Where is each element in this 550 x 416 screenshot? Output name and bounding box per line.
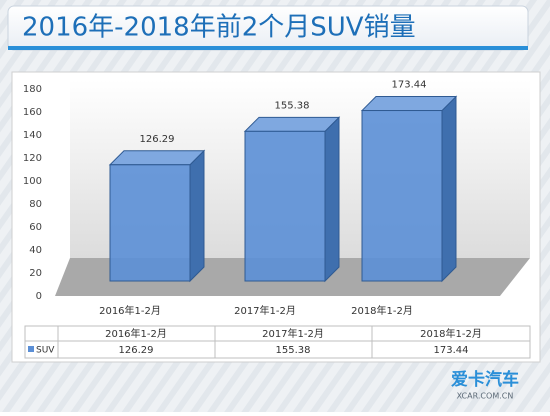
watermark-site: XCAR.COM.CN <box>457 392 514 401</box>
bar-top <box>243 116 341 132</box>
data-label: 173.44 <box>392 80 427 91</box>
data-table <box>24 325 531 359</box>
bar-top <box>108 150 206 166</box>
bar-side <box>441 95 457 283</box>
title-underline <box>8 46 528 50</box>
legend-swatch <box>28 346 34 352</box>
y-tick-label: 100 <box>23 176 42 187</box>
table-value: 173.44 <box>434 345 469 356</box>
y-tick-label: 160 <box>23 107 42 118</box>
table-value: 155.38 <box>276 345 311 356</box>
x-tick-label: 2017年1-2月 <box>234 304 296 317</box>
y-tick-label: 60 <box>29 222 42 233</box>
data-label: 155.38 <box>275 100 310 111</box>
y-tick-label: 80 <box>29 199 42 210</box>
plot: 0 20 40 60 80 100 120 140 160 180 2016年1-2月 126.29 2… <box>23 80 482 356</box>
y-tick-label: 120 <box>23 153 42 164</box>
y-tick-label: 40 <box>29 245 42 256</box>
y-tick-label: 140 <box>23 130 42 141</box>
y-tick-label: 180 <box>23 84 42 95</box>
y-tick-label: 20 <box>29 268 42 279</box>
bar-top <box>360 96 458 112</box>
chart-title: 2016年-2018年前2个月SUV销量 <box>22 13 416 43</box>
y-tick-label: 0 <box>36 291 42 302</box>
x-tick-label: 2018年1-2月 <box>351 304 413 317</box>
watermark-brand: 爱卡汽车 <box>451 369 519 390</box>
data-label: 126.29 <box>140 134 175 145</box>
table-header: 2017年1-2月 <box>262 327 324 340</box>
table-header: 2018年1-2月 <box>420 327 482 340</box>
bar-side <box>324 116 340 283</box>
bar <box>361 110 443 282</box>
x-tick-label: 2016年1-2月 <box>99 304 161 317</box>
table-header: 2016年1-2月 <box>105 327 167 340</box>
bar <box>109 164 191 282</box>
legend-label: SUV <box>36 346 55 356</box>
bar <box>244 130 326 282</box>
table-value: 126.29 <box>119 345 154 356</box>
bar-side <box>189 149 205 283</box>
